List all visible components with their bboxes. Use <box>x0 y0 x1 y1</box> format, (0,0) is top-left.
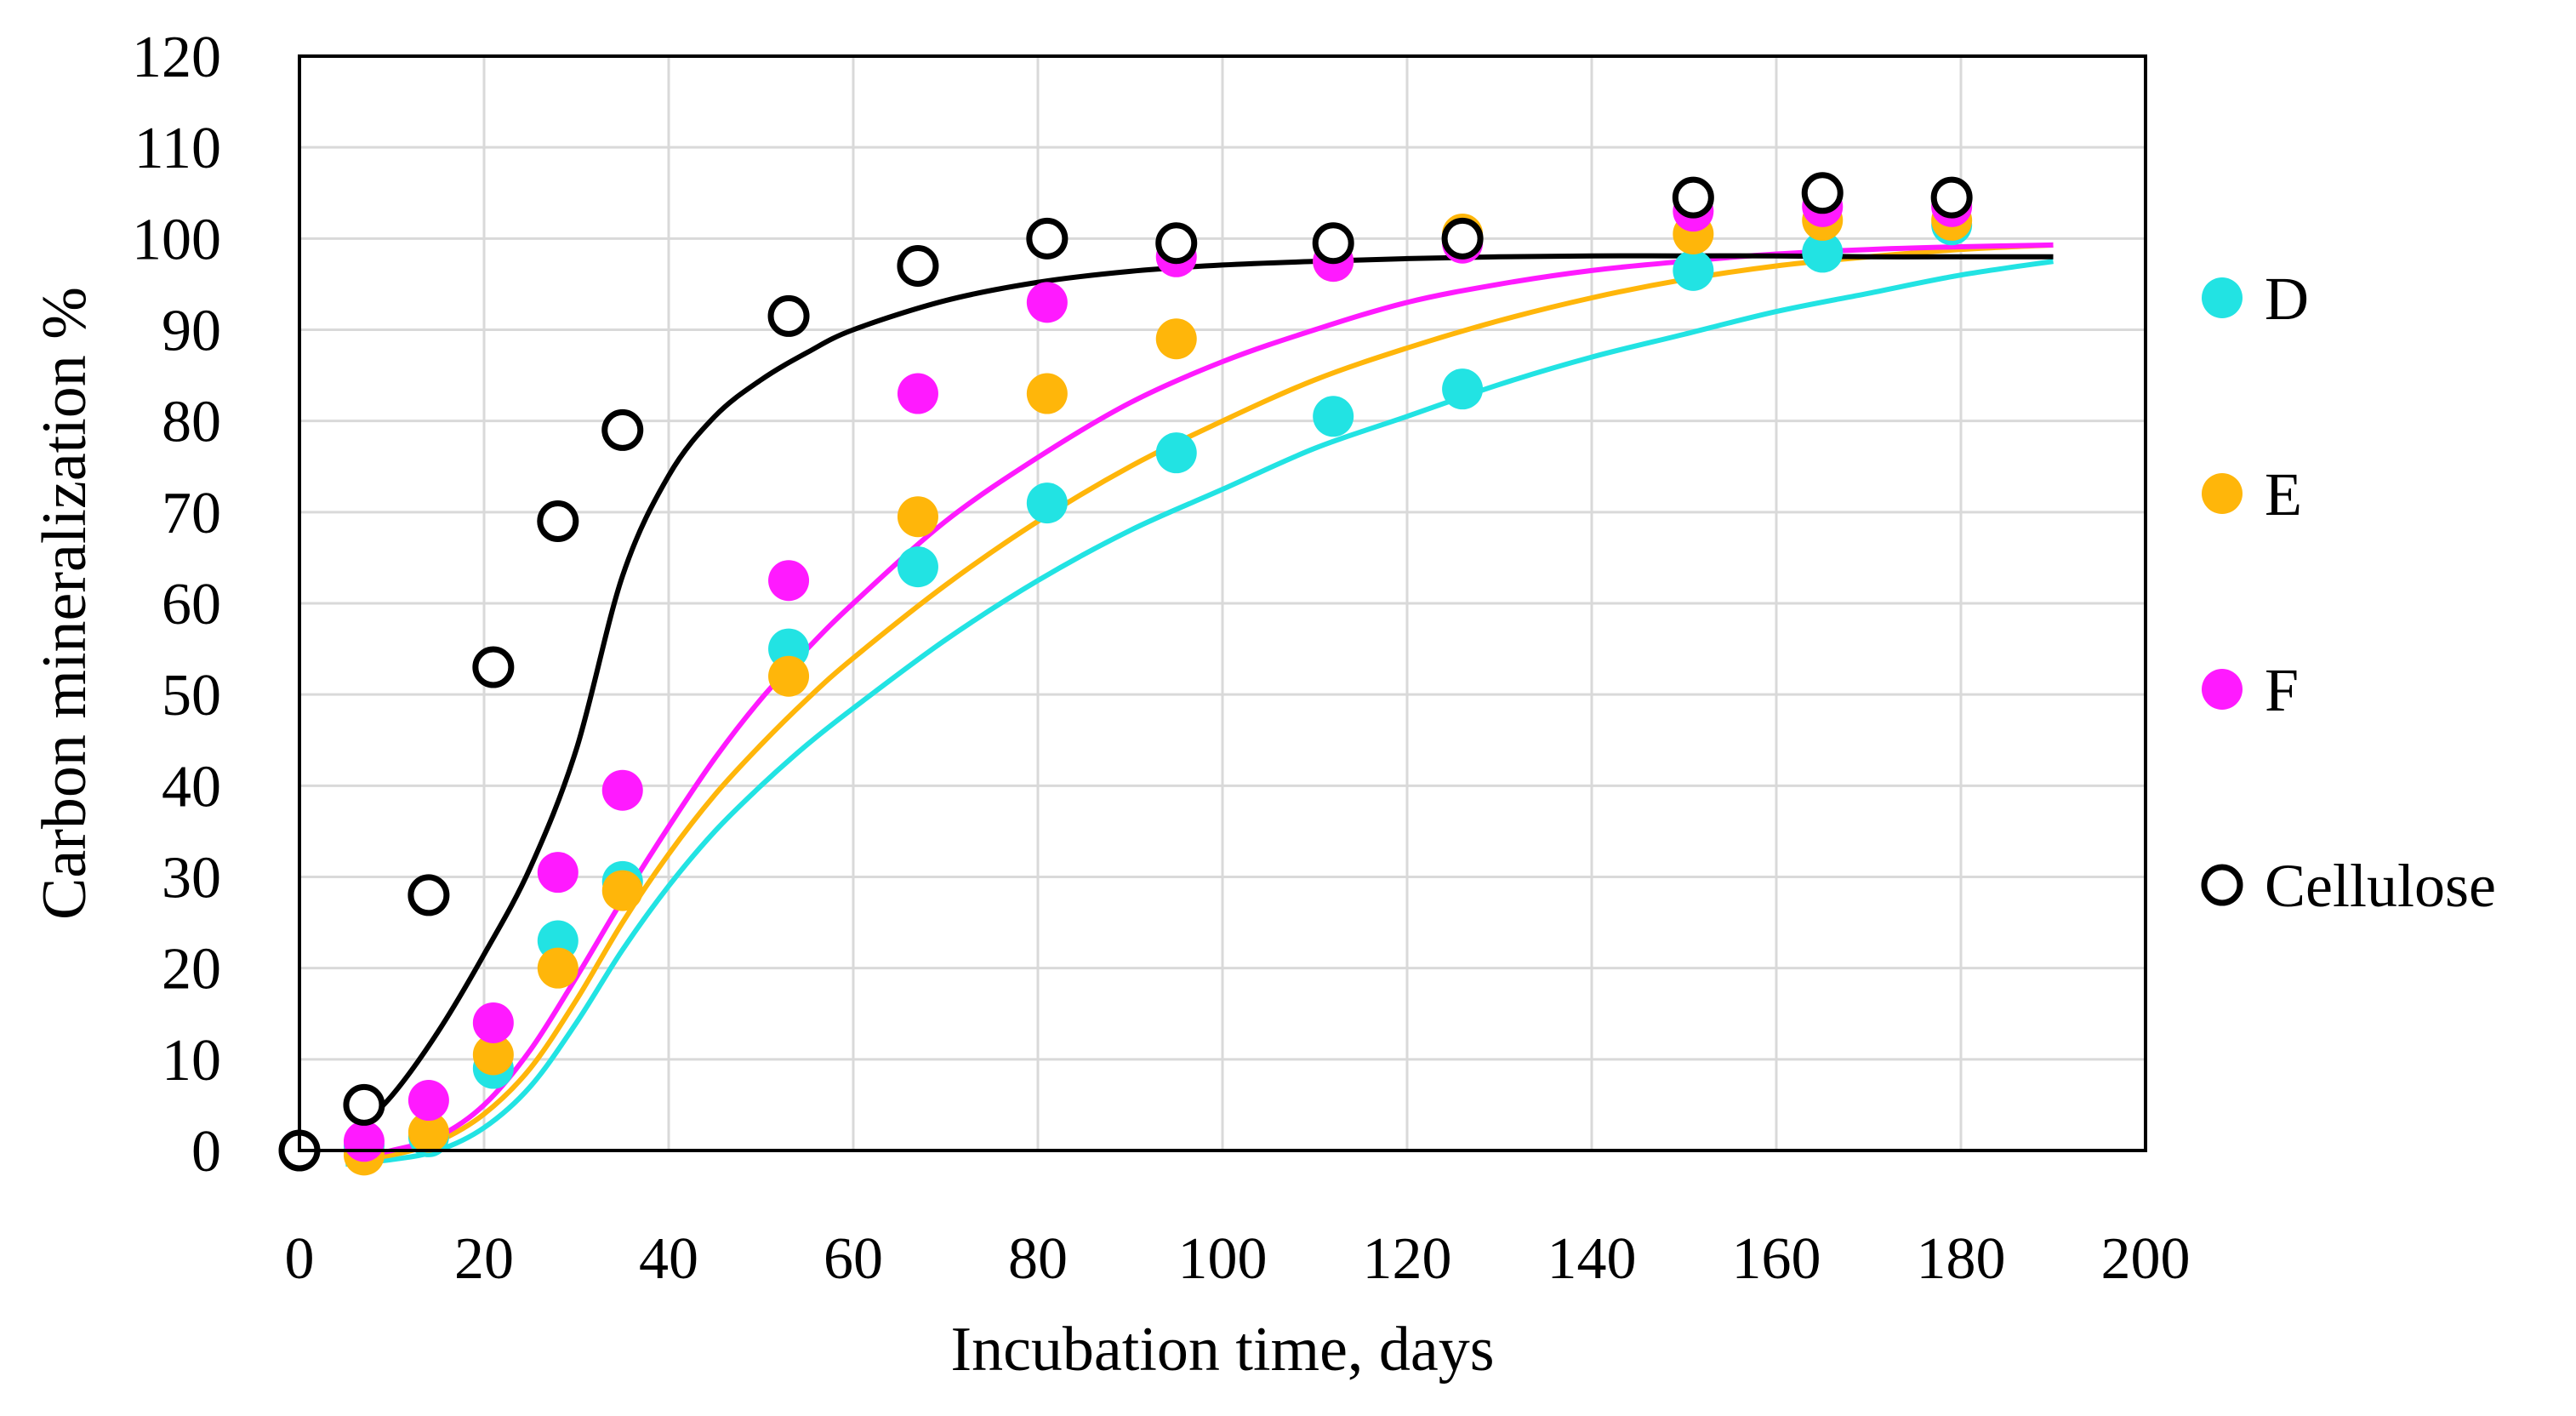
point-d <box>1442 368 1484 410</box>
x-tick-label: 200 <box>2101 1226 2191 1292</box>
legend-label-d: D <box>2265 265 2309 333</box>
point-cellulose <box>1930 176 1973 219</box>
point-e <box>1155 318 1197 360</box>
point-cellulose <box>407 874 450 916</box>
x-tick-label: 0 <box>285 1226 315 1292</box>
point-f <box>1026 282 1068 323</box>
y-tick-label: 120 <box>132 25 221 90</box>
fitted-curves <box>344 242 2054 1168</box>
y-axis-tick-labels: 0 10 20 30 40 50 60 70 80 90 100 110 120 <box>132 25 221 1185</box>
legend-label-cellulose: Cellulose <box>2265 852 2496 920</box>
y-tick-label: 80 <box>162 390 221 455</box>
plot-area-border <box>298 54 2147 1152</box>
x-tick-label: 60 <box>824 1226 883 1292</box>
legend: D E F Cellulose <box>2201 265 2496 920</box>
x-axis-title: Incubation time, days <box>950 1315 1494 1385</box>
point-d <box>1026 482 1068 524</box>
grid-lines <box>298 54 2147 1152</box>
y-tick-label: 10 <box>162 1028 221 1093</box>
x-axis-tick-labels: 0 20 40 60 80 100 120 140 160 180 200 <box>285 1226 2191 1292</box>
x-tick-label: 40 <box>639 1226 698 1292</box>
x-tick-label: 120 <box>1363 1226 1452 1292</box>
point-f <box>897 373 938 414</box>
point-f <box>768 560 810 602</box>
y-tick-label: 30 <box>162 846 221 911</box>
y-tick-label: 0 <box>191 1119 221 1185</box>
point-cellulose <box>1155 222 1198 265</box>
y-axis-title: Carbon mineralization % <box>30 287 100 920</box>
legend-label-e: E <box>2265 460 2302 528</box>
point-cellulose <box>537 500 579 543</box>
fit-line-f <box>345 242 2054 1162</box>
fit-line-e <box>345 242 2054 1162</box>
y-tick-label: 40 <box>162 754 221 819</box>
point-e <box>1026 373 1068 414</box>
point-d <box>897 546 938 588</box>
point-cellulose <box>1026 217 1069 260</box>
point-e <box>537 947 578 989</box>
point-cellulose <box>767 294 810 337</box>
legend-marker-e <box>2202 473 2243 514</box>
point-cellulose <box>1441 217 1484 260</box>
x-tick-label: 160 <box>1732 1226 1821 1292</box>
y-tick-label: 20 <box>162 937 221 1002</box>
x-tick-label: 80 <box>1008 1226 1068 1292</box>
point-f <box>601 769 643 811</box>
point-e <box>768 655 810 697</box>
data-points <box>278 172 1973 1176</box>
point-e <box>897 496 938 538</box>
point-cellulose <box>1801 172 1844 214</box>
point-cellulose <box>1672 176 1714 219</box>
point-e <box>407 1111 449 1153</box>
point-f <box>537 852 578 894</box>
point-cellulose <box>472 646 515 688</box>
y-tick-label: 100 <box>132 207 221 272</box>
point-f <box>407 1080 449 1122</box>
fit-line-d <box>345 259 2054 1168</box>
point-f <box>343 1121 385 1162</box>
y-tick-label: 70 <box>162 481 221 546</box>
point-cellulose <box>1312 222 1354 265</box>
y-tick-label: 50 <box>162 663 221 728</box>
legend-marker-f <box>2202 669 2243 710</box>
x-tick-label: 100 <box>1178 1226 1268 1292</box>
legend-marker-d <box>2202 277 2243 318</box>
point-d <box>1673 249 1714 291</box>
y-tick-label: 110 <box>134 116 221 181</box>
legend-marker-cellulose <box>2201 864 2243 906</box>
x-tick-label: 180 <box>1917 1226 2006 1292</box>
y-tick-label: 90 <box>162 299 221 364</box>
point-d <box>1802 231 1844 273</box>
x-tick-label: 140 <box>1547 1226 1637 1292</box>
y-tick-label: 60 <box>162 572 221 637</box>
point-cellulose <box>601 408 644 451</box>
point-d <box>1155 432 1197 474</box>
x-tick-label: 20 <box>454 1226 514 1292</box>
point-d <box>1313 396 1354 437</box>
point-cellulose <box>897 244 939 287</box>
point-e <box>472 1034 514 1076</box>
point-e <box>601 870 643 911</box>
point-f <box>472 1002 514 1043</box>
legend-label-f: F <box>2265 656 2299 724</box>
fit-line-cellulose <box>344 253 2054 1144</box>
point-cellulose <box>343 1083 385 1126</box>
